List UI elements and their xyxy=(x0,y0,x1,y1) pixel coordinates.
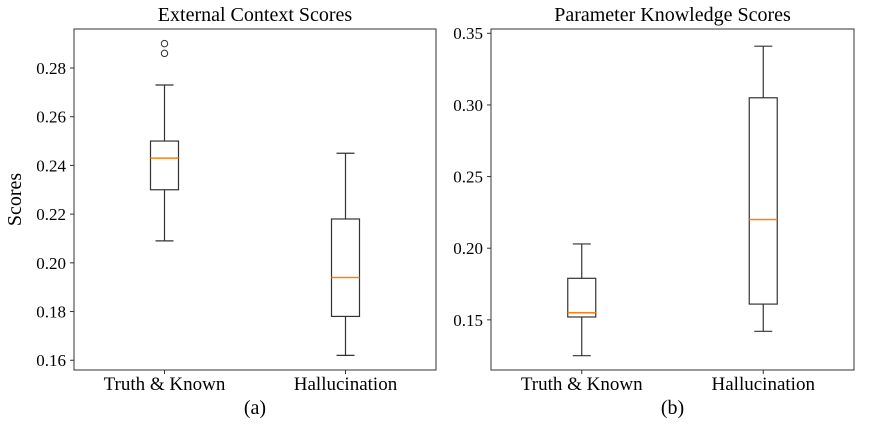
x-tick-label: Truth & Known xyxy=(521,374,643,395)
subplot-label: (b) xyxy=(661,397,684,419)
y-tick-label: 0.16 xyxy=(36,351,66,370)
y-tick-label: 0.18 xyxy=(36,302,66,321)
x-tick-label: Hallucination xyxy=(712,374,816,395)
box-rect xyxy=(330,218,361,318)
box-rect xyxy=(149,140,180,191)
y-tick-label: 0.28 xyxy=(36,59,66,78)
subplot-b: 0.15 0.20 0.25 0.30 0.35 Truth & Known Halluci… xyxy=(453,4,855,419)
box-rect xyxy=(567,277,597,318)
subplot-a: 0.16 0.18 0.20 0.22 0.24 0.26 0.28 Truth & Know… xyxy=(4,4,437,419)
box-rect xyxy=(748,97,778,305)
outlier-circle xyxy=(160,39,169,48)
y-tick-label: 0.25 xyxy=(453,168,483,187)
plot-title: External Context Scores xyxy=(158,4,353,26)
y-tick-label: 0.22 xyxy=(36,205,66,224)
y-axis-label: Scores xyxy=(4,173,26,227)
y-tick-label: 0.30 xyxy=(453,96,483,115)
y-tick-label: 0.20 xyxy=(453,239,483,258)
outlier-circle xyxy=(160,49,169,58)
plot-title: Parameter Knowledge Scores xyxy=(554,4,791,26)
axes-frame xyxy=(73,28,437,371)
axes-frame xyxy=(490,28,855,371)
y-tick-label: 0.24 xyxy=(36,156,66,175)
y-tick-label: 0.35 xyxy=(453,24,483,43)
subplot-label: (a) xyxy=(244,397,266,419)
y-tick-label: 0.15 xyxy=(453,311,483,330)
y-tick-label: 0.26 xyxy=(36,108,66,127)
x-tick-label: Hallucination xyxy=(294,374,398,395)
y-tick-label: 0.20 xyxy=(36,254,66,273)
x-tick-label: Truth & Known xyxy=(104,374,226,395)
